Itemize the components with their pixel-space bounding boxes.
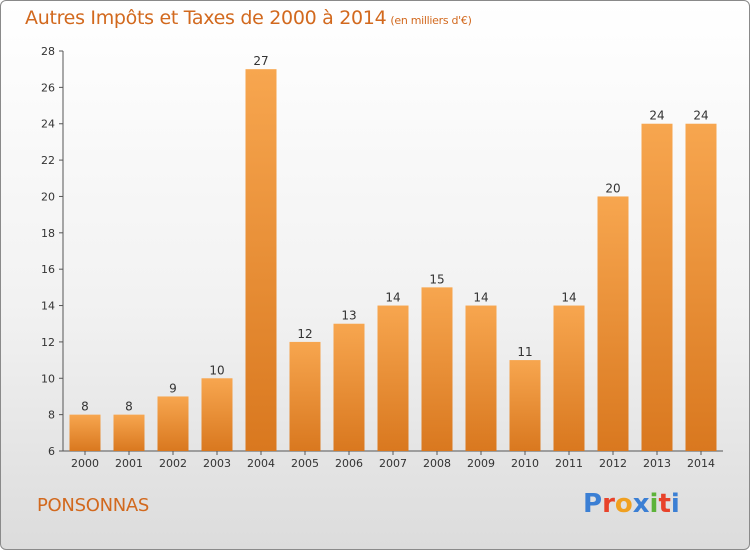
x-tick-label: 2013: [643, 457, 671, 470]
bar: [157, 396, 189, 451]
data-label: 10: [209, 363, 224, 377]
data-label: 27: [253, 54, 268, 68]
data-label: 12: [297, 327, 312, 341]
y-tick-label: 28: [41, 45, 55, 58]
x-tick-label: 2005: [291, 457, 319, 470]
y-tick-label: 6: [48, 445, 55, 458]
x-tick-label: 2008: [423, 457, 451, 470]
chart-title: Autres Impôts et Taxes de 2000 à 2014 (en…: [25, 7, 472, 29]
bar: [509, 360, 541, 451]
bar: [69, 414, 101, 451]
data-label: 14: [385, 291, 400, 305]
y-tick-label: 24: [41, 118, 55, 131]
data-label: 9: [169, 381, 177, 395]
bar: [685, 123, 717, 452]
y-tick-label: 26: [41, 81, 55, 94]
x-tick-label: 2002: [159, 457, 187, 470]
logo-letter: P: [583, 489, 603, 519]
data-label: 13: [341, 309, 356, 323]
logo-letter: t: [658, 489, 671, 519]
x-tick-label: 2011: [555, 457, 583, 470]
bar: [553, 305, 585, 451]
logo-letter: i: [670, 489, 680, 519]
x-tick-label: 2012: [599, 457, 627, 470]
y-tick-label: 8: [48, 409, 55, 422]
x-tick-label: 2004: [247, 457, 275, 470]
bar: [641, 123, 673, 452]
x-tick-label: 2001: [115, 457, 143, 470]
data-label: 8: [125, 400, 133, 414]
x-tick-label: 2009: [467, 457, 495, 470]
x-tick-label: 2010: [511, 457, 539, 470]
x-tick-label: 2006: [335, 457, 363, 470]
logo-letter: x: [632, 489, 650, 519]
y-tick-label: 12: [41, 336, 55, 349]
bar: [465, 305, 497, 451]
data-label: 24: [649, 109, 664, 123]
data-label: 20: [605, 181, 620, 195]
x-tick-label: 2007: [379, 457, 407, 470]
bar: [333, 323, 365, 451]
chart-title-text: Autres Impôts et Taxes de 2000 à 2014: [25, 7, 387, 29]
proxiti-logo: Proxiti: [583, 489, 680, 519]
x-tick-label: 2000: [71, 457, 99, 470]
x-tick-label: 2003: [203, 457, 231, 470]
y-tick-label: 20: [41, 190, 55, 203]
y-tick-label: 14: [41, 300, 55, 313]
logo-letter: o: [614, 489, 633, 519]
bar: [377, 305, 409, 451]
logo-letter: r: [602, 489, 615, 519]
bar: [113, 414, 145, 451]
data-label: 8: [81, 400, 89, 414]
y-tick-label: 16: [41, 263, 55, 276]
bar: [597, 196, 629, 451]
y-tick-label: 22: [41, 154, 55, 167]
commune-name: PONSONNAS: [37, 495, 150, 516]
bar: [421, 287, 453, 451]
y-tick-label: 10: [41, 372, 55, 385]
bar: [245, 69, 277, 451]
bar: [201, 378, 233, 451]
data-label: 15: [429, 272, 444, 286]
bar: [289, 341, 321, 451]
chart-unit: (en milliers d'€): [390, 14, 472, 27]
data-label: 24: [693, 109, 708, 123]
logo-letter: i: [649, 489, 659, 519]
y-tick-label: 18: [41, 227, 55, 240]
data-label: 14: [561, 291, 576, 305]
data-label: 11: [517, 345, 532, 359]
data-label: 14: [473, 291, 488, 305]
x-tick-label: 2014: [687, 457, 715, 470]
